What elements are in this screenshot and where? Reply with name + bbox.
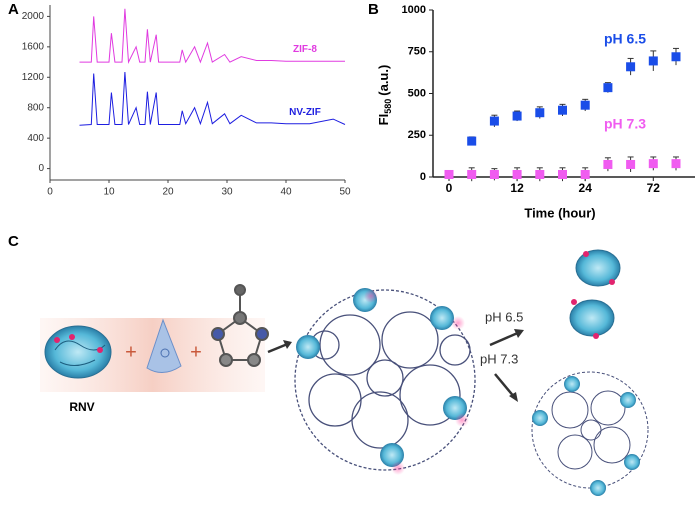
intact-nanoparticle <box>531 371 649 496</box>
arrow-head <box>283 340 292 349</box>
x-tick-label: 50 <box>339 187 351 198</box>
data-point <box>489 169 499 179</box>
series-label: pH 6.5 <box>604 31 646 47</box>
x-axis-label: Time (hour) <box>524 205 595 220</box>
condition-label: pH 7.3 <box>480 351 518 366</box>
y-tick-label: 800 <box>27 102 44 113</box>
x-tick-label: 12 <box>510 181 524 195</box>
panel-label: C <box>8 233 19 250</box>
y-tick-label: 1200 <box>22 72 45 83</box>
data-point <box>535 108 545 118</box>
x-tick-label: 0 <box>47 187 53 198</box>
arrow-head <box>509 392 518 402</box>
data-point <box>444 169 454 179</box>
panel-label: A <box>8 1 19 18</box>
panel-c: C RNV + + <box>8 233 649 496</box>
x-tick-label: 30 <box>221 187 233 198</box>
y-tick-label: 500 <box>408 87 426 99</box>
x-tick-label: 0 <box>446 181 453 195</box>
data-point <box>558 169 567 179</box>
arrow <box>494 373 516 399</box>
data-point <box>489 116 499 126</box>
data-point <box>671 52 681 62</box>
y-label-unit: (a.u.) <box>376 65 391 96</box>
data-point <box>648 56 658 66</box>
xrd-pattern <box>79 8 345 64</box>
xrd-pattern <box>79 71 346 126</box>
data-point <box>558 105 567 115</box>
data-point <box>580 100 590 110</box>
series-label: ZIF-8 <box>293 44 317 55</box>
y-tick-label: 0 <box>38 163 44 174</box>
x-tick-label: 72 <box>647 181 661 195</box>
arrow <box>489 330 521 347</box>
y-tick-label: 2000 <box>22 11 45 22</box>
series-label: pH 7.3 <box>604 116 646 132</box>
data-point <box>603 83 613 93</box>
data-point <box>467 136 477 146</box>
x-tick-label: 20 <box>162 187 174 198</box>
data-point <box>512 169 522 179</box>
data-point <box>671 159 681 169</box>
data-point <box>467 169 477 179</box>
y-tick-label: 1600 <box>22 41 45 52</box>
series-label: NV-ZIF <box>289 107 321 118</box>
nanoparticle <box>294 289 476 471</box>
y-label-main: FI <box>376 114 391 126</box>
y-label-sub: 580 <box>383 99 393 114</box>
y-tick-label: 0 <box>420 171 426 183</box>
condition-label: pH 6.5 <box>485 309 523 324</box>
data-point <box>535 169 545 179</box>
plus: + <box>125 341 137 363</box>
y-tick-label: 750 <box>408 46 426 58</box>
y-tick-label: 250 <box>408 129 426 141</box>
zinc-tetrahedron <box>146 318 182 373</box>
plus: + <box>190 341 202 363</box>
data-point <box>648 159 658 169</box>
data-point <box>626 62 636 72</box>
y-tick-label: 1000 <box>402 4 426 16</box>
x-tick-label: 40 <box>280 187 292 198</box>
data-point <box>512 111 522 121</box>
panel-label: B <box>368 1 379 18</box>
x-tick-label: 10 <box>103 187 115 198</box>
released-proteins <box>569 249 621 339</box>
y-axis-label: FI580 (a.u.) <box>376 65 393 126</box>
reagent-label: RNV <box>69 400 94 414</box>
x-tick-label: 24 <box>579 181 593 195</box>
data-point <box>626 159 636 169</box>
arrow-head <box>514 329 524 338</box>
data-point <box>580 169 590 179</box>
imidazole <box>211 284 269 367</box>
data-point <box>603 159 613 169</box>
surface-proteins <box>296 288 469 475</box>
protein <box>44 325 112 379</box>
y-tick-label: 400 <box>27 133 44 144</box>
